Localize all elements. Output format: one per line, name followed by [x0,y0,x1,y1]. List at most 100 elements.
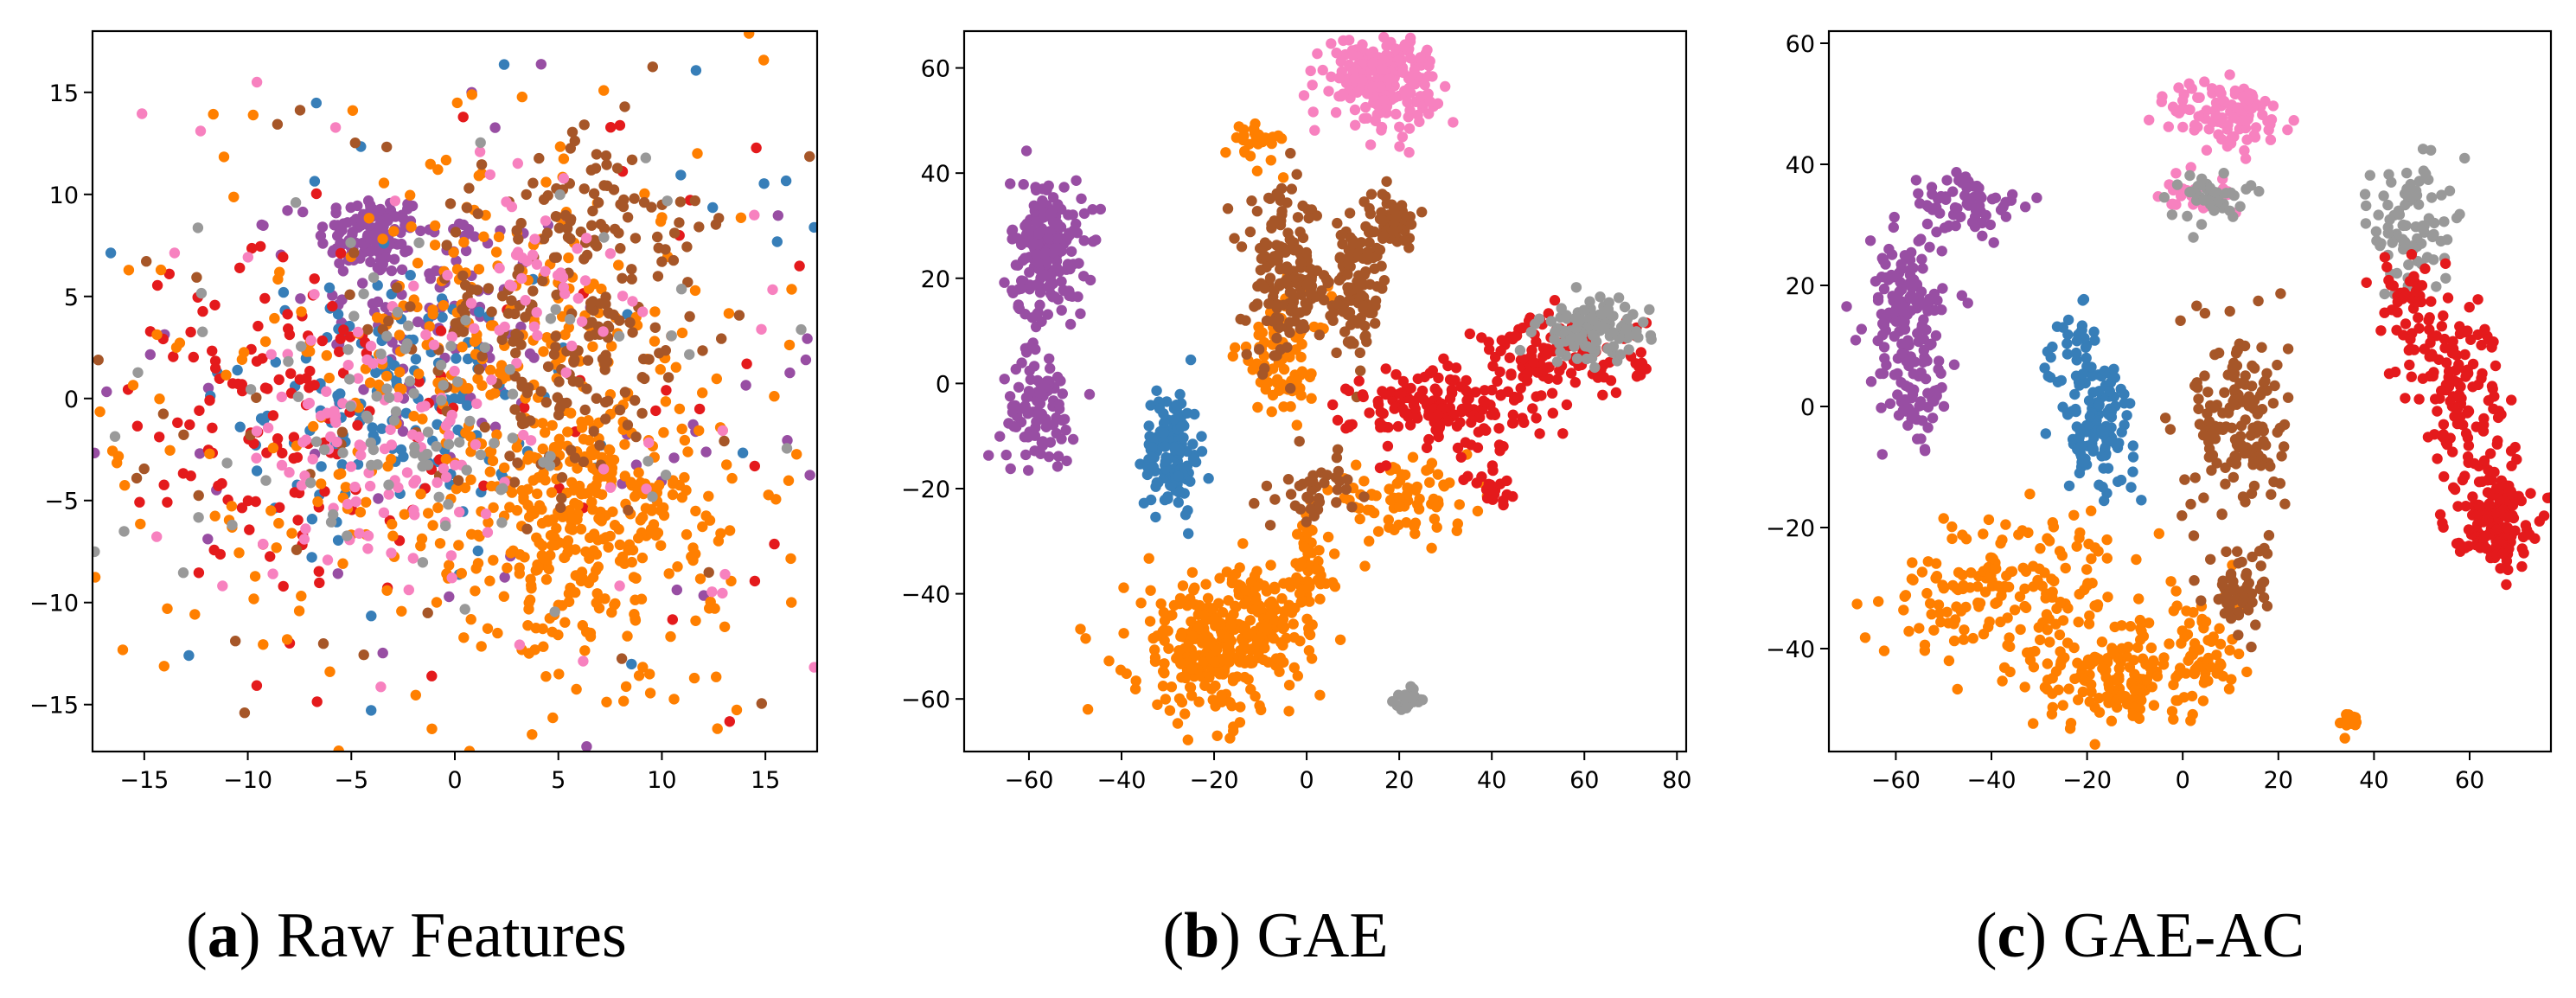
data-point [1401,517,1412,528]
data-point [1356,237,1367,248]
data-point [1282,197,1293,208]
data-point [1983,621,1994,633]
data-point [607,506,618,517]
data-point [405,270,416,281]
data-point [1937,283,1948,294]
data-point [2163,121,2174,132]
data-point [2193,393,2204,405]
data-point [1303,645,1315,656]
data-point [362,530,374,541]
data-point [1342,474,1353,485]
data-point [408,411,419,422]
data-point [1394,501,1405,512]
data-point [1033,227,1045,240]
data-point [2123,641,2134,653]
data-point [403,320,414,331]
data-point [1290,344,1301,355]
data-point [2078,457,2089,468]
data-point [1360,329,1371,342]
data-point [809,221,817,234]
data-point [2074,532,2085,544]
data-point [408,280,419,291]
data-point [600,396,611,408]
data-point [472,208,483,220]
data-point [2228,585,2239,596]
data-point [2261,600,2273,612]
data-point [2229,384,2240,395]
data-point [2196,595,2207,606]
data-point [483,283,495,294]
data-point [758,54,770,66]
data-point [710,219,722,230]
data-point [616,653,628,664]
data-point [431,477,443,489]
data-point [1288,618,1299,630]
data-point [756,698,767,709]
data-point [2175,315,2186,326]
data-point [590,163,602,174]
data-point [2258,576,2270,587]
data-point [354,528,365,539]
data-point [1381,40,1392,52]
data-point [1376,64,1388,75]
data-point [2041,609,2053,620]
data-point [1031,216,1042,227]
data-point [735,212,747,223]
data-point [2089,739,2100,750]
data-point [649,306,661,317]
data-point [342,530,353,541]
data-point [2081,352,2092,364]
data-point [781,443,793,454]
data-point [504,279,515,291]
data-point [1052,199,1064,210]
data-point [1043,451,1055,463]
data-point [2084,610,2095,622]
data-point [1898,301,1909,313]
data-point [2260,95,2271,107]
data-point [1889,330,1900,342]
y-tick-label: 0 [64,387,79,413]
data-point [1150,481,1161,492]
data-point [577,573,589,585]
data-point [1022,432,1034,443]
data-point [385,424,396,435]
data-point [1921,218,1934,230]
data-point [2001,570,2012,581]
data-point [1507,409,1519,420]
data-point [1427,365,1439,376]
data-point [521,523,533,534]
data-point [1912,328,1923,339]
data-point [1243,654,1256,665]
data-point [1065,246,1077,257]
data-point [1851,598,1863,610]
data-point [1005,463,1016,475]
data-point [472,529,483,541]
data-point [674,403,686,414]
data-point [1327,315,1339,326]
data-point [1276,209,1288,221]
data-point [640,152,651,163]
x-tick-label: 80 [1662,767,1691,794]
data-point [1873,596,1884,607]
data-point [2045,352,2056,363]
data-point [444,591,455,603]
data-point [1266,608,1278,619]
data-point [1985,219,1996,231]
data-point [375,349,387,360]
data-point [310,97,322,109]
data-point [2121,650,2132,662]
data-point [568,356,579,368]
data-point [2206,636,2217,647]
data-point [1322,531,1334,543]
data-point [2202,387,2214,398]
data-point [2050,618,2061,630]
data-point [267,568,278,579]
data-point [1345,338,1356,349]
data-point [1256,605,1267,616]
data-point [585,297,597,309]
data-point [707,202,719,214]
data-point [1378,230,1390,242]
data-point [719,435,730,447]
data-point [398,213,409,224]
data-point [580,546,591,558]
